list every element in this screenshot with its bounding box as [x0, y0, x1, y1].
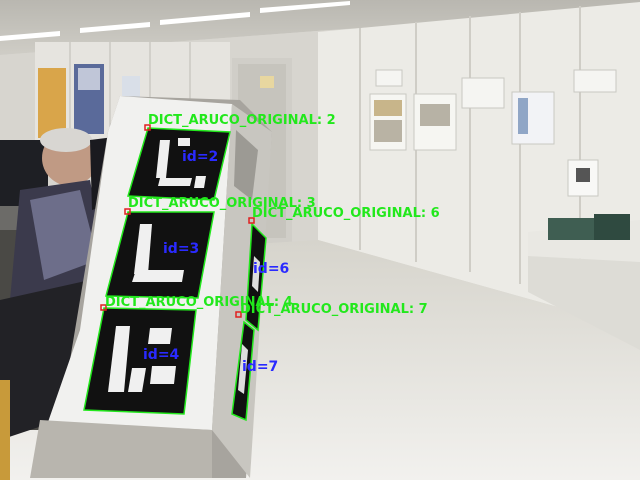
- marker-7-outline: [231, 320, 255, 422]
- marker-2-outline: [127, 127, 231, 201]
- marker-2-corner: [144, 124, 151, 131]
- marker-3-id-label: id=3: [163, 241, 200, 257]
- marker-6-dict-label: DICT_ARUCO_ORIGINAL: 6: [252, 206, 440, 221]
- marker-2-id-label: id=2: [182, 149, 219, 165]
- marker-6-id-label: id=6: [253, 261, 290, 277]
- marker-4-corner: [100, 304, 107, 311]
- marker-3-dict-label: DICT_ARUCO_ORIGINAL: 3: [128, 196, 316, 211]
- marker-4-outline: [83, 307, 197, 415]
- marker-4-id-label: id=4: [143, 347, 180, 363]
- marker-7-id-label: id=7: [242, 359, 279, 375]
- marker-2-dict-label: DICT_ARUCO_ORIGINAL: 2: [148, 113, 336, 128]
- marker-7-dict-label: DICT_ARUCO_ORIGINAL: 7: [240, 302, 428, 317]
- marker-3-outline: [105, 211, 215, 299]
- marker-6-corner: [248, 217, 255, 224]
- marker-6-outline: [245, 222, 267, 332]
- marker-4-dict-label: DICT_ARUCO_ORIGINAL: 4: [105, 295, 293, 310]
- marker-3-corner: [124, 208, 131, 215]
- marker-7-corner: [235, 311, 242, 318]
